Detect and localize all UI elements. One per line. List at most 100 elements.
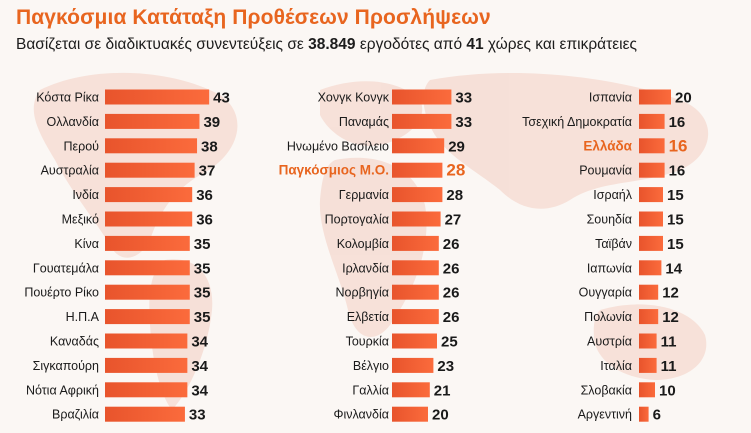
category-label: Ελλάδα [583, 138, 632, 153]
category-label: Κολομβία [337, 237, 389, 251]
data-label: 37 [199, 163, 216, 180]
data-label: 26 [443, 285, 460, 302]
data-label: 14 [665, 260, 682, 277]
bar [105, 406, 185, 422]
category-label: Πολωνία [584, 310, 632, 324]
category-label: Καναδάς [50, 335, 99, 349]
bar [639, 357, 657, 373]
data-label: 35 [194, 285, 211, 302]
bar [639, 333, 657, 349]
category-label: Χονγκ Κονγκ [318, 91, 390, 105]
data-label: 21 [434, 382, 451, 399]
data-label: 10 [659, 382, 676, 399]
data-label: 26 [443, 260, 460, 277]
category-label: Σουηδία [587, 213, 632, 227]
bar [392, 113, 452, 129]
bar [639, 260, 662, 276]
bar [105, 113, 200, 129]
category-label: Ηνωμένο Βασίλειο [287, 139, 389, 153]
category-label: Ισραήλ [593, 188, 632, 202]
data-label: 11 [661, 358, 677, 375]
data-label: 28 [446, 161, 465, 180]
data-label: 43 [213, 90, 230, 107]
bar [392, 89, 452, 105]
bar-column-1: Κόστα Ρίκα 43 Ολλανδία 39 Περού 38 Αυστραλία 37… [24, 89, 230, 424]
bar [105, 187, 193, 203]
category-label: Η.Π.Α [66, 310, 100, 324]
subtitle-text-pre: Βασίζεται σε διαδικτυακές συνεντεύξεις σ… [16, 36, 309, 53]
category-label: Τσεχική Δημοκρατία [522, 115, 632, 129]
data-label: 11 [661, 334, 677, 351]
data-label: 29 [448, 138, 465, 155]
bar [639, 187, 663, 203]
chart-title: Παγκόσμια Κατάταξη Προθέσεων Προσλήψεων [16, 6, 491, 29]
category-label: Γερμανία [339, 188, 389, 202]
data-label: 15 [667, 236, 684, 253]
category-label: Ρουμανία [579, 164, 632, 178]
category-label: Αυστρία [587, 335, 632, 349]
data-label: 15 [667, 212, 684, 229]
bar [392, 260, 439, 276]
category-label: Παναμάς [339, 115, 389, 129]
category-label: Ελβετία [347, 310, 389, 324]
bar [392, 382, 430, 398]
category-label: Τουρκία [346, 335, 389, 349]
data-label: 15 [667, 187, 684, 204]
bar [392, 235, 439, 251]
category-label: Νότια Αφρική [26, 383, 99, 397]
data-label: 38 [201, 138, 218, 155]
bar [639, 284, 659, 300]
data-label: 35 [194, 309, 211, 326]
bar [392, 138, 445, 154]
category-label: Γουατεμάλα [33, 261, 99, 275]
data-label: 26 [443, 309, 460, 326]
bar [639, 89, 671, 105]
data-label: 25 [441, 334, 458, 351]
category-label: Φινλανδία [334, 408, 390, 422]
bar [392, 309, 439, 325]
subtitle-employers-count: 38.849 [308, 36, 356, 53]
category-label: Κίνα [74, 237, 99, 251]
category-label: Κόστα Ρίκα [36, 91, 99, 105]
category-label: Αργεντινή [578, 408, 632, 422]
category-label: Σλοβακία [581, 383, 632, 397]
category-label: Περού [64, 139, 100, 153]
category-label: Σιγκαπούρη [33, 359, 99, 373]
bar [392, 284, 439, 300]
bar [639, 162, 665, 178]
data-label: 26 [443, 236, 460, 253]
category-label: Παγκόσμιος Μ.Ο. [279, 163, 389, 178]
data-label: 36 [196, 212, 213, 229]
data-label: 35 [194, 260, 211, 277]
category-label: Βέλγιο [353, 359, 389, 373]
data-label: 39 [203, 114, 220, 131]
category-label: Βραζιλία [52, 408, 99, 422]
category-label: Ιταλία [600, 359, 632, 373]
category-label: Ιαπωνία [587, 261, 632, 275]
chart-subtitle: Βασίζεται σε διαδικτυακές συνεντεύξεις σ… [16, 36, 637, 54]
bar [105, 309, 190, 325]
category-label: Ουγγαρία [579, 286, 632, 300]
bar [105, 89, 210, 105]
bar [392, 162, 443, 178]
category-label: Ινδία [72, 188, 99, 202]
data-label: 35 [194, 236, 211, 253]
bar [392, 187, 443, 203]
subtitle-text-post: χώρες και επικράτειες [483, 36, 637, 53]
bar [639, 211, 663, 227]
data-label: 20 [675, 90, 692, 107]
data-label: 16 [669, 136, 688, 155]
data-label: 12 [662, 309, 679, 326]
bar [639, 382, 655, 398]
category-label: Ολλανδία [47, 115, 99, 129]
bar-column-2: Χονγκ Κονγκ 33 Παναμάς 33 Ηνωμένο Βασίλειο 29… [279, 89, 472, 424]
category-label: Αυστραλία [41, 164, 99, 178]
header: Παγκόσμια Κατάταξη Προθέσεων Προσλήψεων … [16, 6, 637, 54]
bar [105, 211, 193, 227]
data-label: 6 [653, 407, 661, 424]
bar [639, 309, 659, 325]
bar [105, 333, 188, 349]
data-label: 33 [455, 90, 472, 107]
bar [639, 235, 663, 251]
